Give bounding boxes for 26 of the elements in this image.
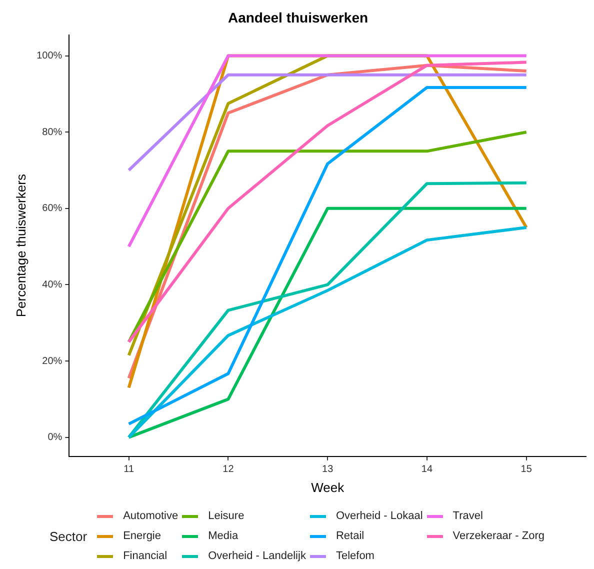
legend-title: Sector	[50, 528, 88, 544]
legend-label: Financial	[123, 550, 168, 562]
legend-label: Retail	[336, 530, 364, 542]
legend-label: Automotive	[123, 510, 178, 522]
x-tick-label: 15	[520, 464, 532, 476]
x-tick-label: 13	[322, 464, 334, 476]
y-tick-label: 60%	[42, 203, 62, 214]
legend-label: Media	[208, 530, 238, 542]
x-axis-title: Week	[311, 480, 345, 495]
legend-label: Telefom	[336, 550, 374, 562]
legend-label: Leisure	[208, 510, 244, 522]
x-tick-label: 11	[124, 464, 134, 476]
legend-label: Travel	[452, 510, 483, 522]
legend-label: Overheid - Landelijk	[208, 550, 306, 562]
legend-label: Energie	[123, 530, 161, 542]
legend-label: Overheid - Lokaal	[336, 510, 423, 522]
y-tick-label: 40%	[42, 279, 62, 290]
x-tick-label: 12	[222, 464, 234, 476]
y-tick-label: 100%	[36, 50, 62, 62]
y-tick-label: 20%	[42, 356, 62, 367]
x-tick-label: 14	[421, 464, 433, 476]
y-axis-title: Percentage thuiswerkers	[13, 174, 28, 318]
y-tick-label: 0%	[48, 432, 62, 444]
chart-title: Aandeel thuiswerken	[228, 9, 368, 26]
y-tick-label: 80%	[42, 126, 62, 138]
legend-label: Verzekeraar - Zorg	[452, 530, 544, 542]
